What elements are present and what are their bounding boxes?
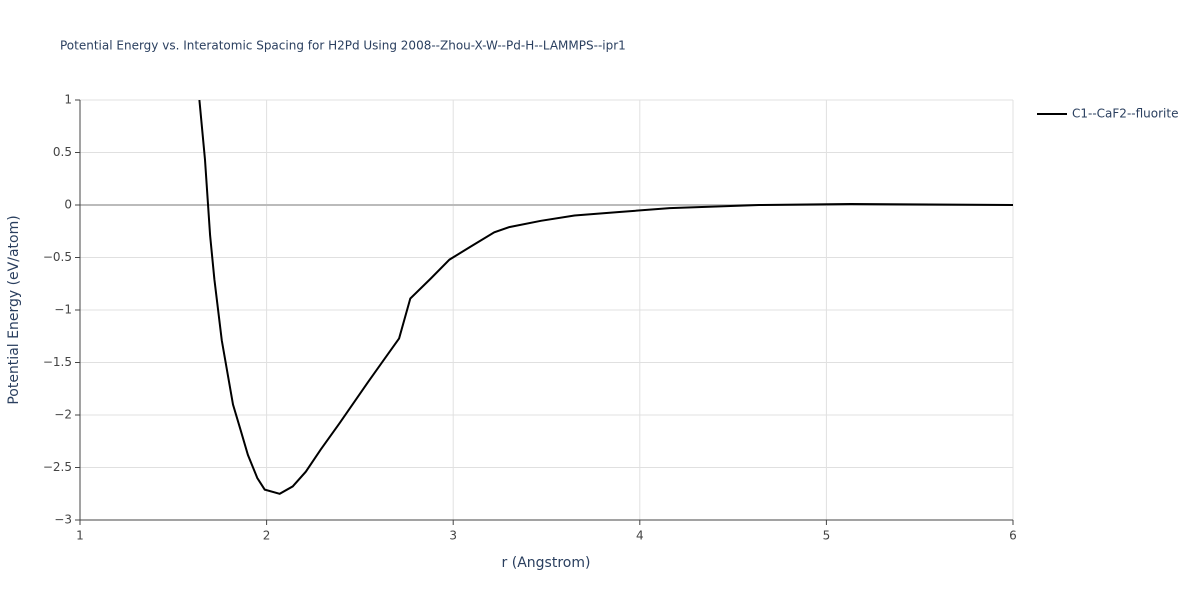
y-tick-label: −2 [54,408,72,422]
y-tick-label: −1.5 [43,355,72,369]
x-tick-label: 1 [76,529,84,543]
y-tick-label: 0 [64,198,72,212]
y-tick-label: −3 [54,513,72,527]
chart-title: Potential Energy vs. Interatomic Spacing… [60,39,626,53]
y-tick-label: 1 [64,93,72,107]
x-tick-label: 6 [1009,529,1017,543]
y-tick-label: −1 [54,303,72,317]
x-tick-label: 3 [449,529,457,543]
y-axis-label: Potential Energy (eV/atom) [6,215,22,404]
y-tick-label: 0.5 [53,145,72,159]
x-tick-label: 4 [636,529,644,543]
x-axis-label: r (Angstrom) [502,555,591,571]
line-series [198,100,1013,495]
y-tick-label: −0.5 [43,250,72,264]
y-tick-label: −2.5 [43,460,72,474]
x-tick-label: 5 [823,529,831,543]
x-tick-label: 2 [263,529,271,543]
legend-label: C1--CaF2--fluorite [1072,107,1178,121]
